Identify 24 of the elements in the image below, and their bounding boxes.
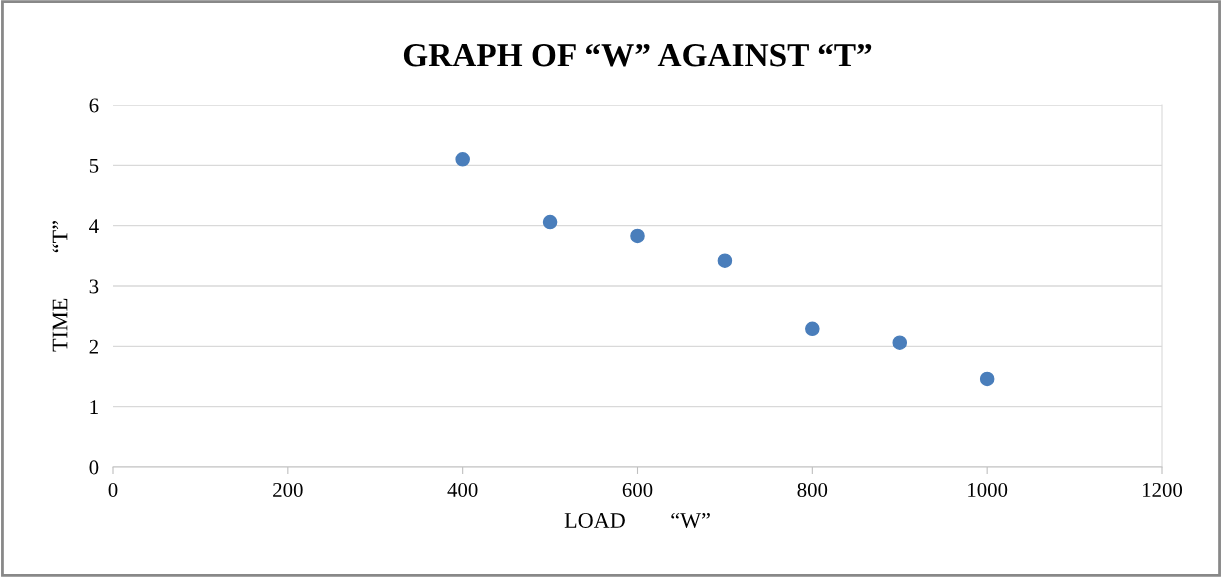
point — [455, 152, 470, 167]
point — [630, 228, 645, 244]
x-tick-label: 800 — [797, 482, 828, 497]
x-tick-label: 1200 — [1143, 482, 1183, 497]
y-tick-label: 2 — [89, 339, 98, 354]
y-axis-title: TIME “T” — [52, 221, 68, 352]
point — [892, 335, 908, 350]
x-tick-label: 200 — [273, 482, 303, 497]
point — [542, 214, 558, 230]
y-tick-label: 6 — [89, 98, 99, 113]
chart-title: GRAPH OF “W” AGAINST “T” — [403, 43, 872, 67]
point — [979, 371, 995, 387]
x-tick-label: 600 — [622, 482, 653, 497]
y-tick-label: 5 — [89, 158, 99, 173]
point — [717, 253, 733, 268]
x-tick-label: 400 — [447, 482, 478, 497]
y-tick-label: 3 — [89, 279, 99, 294]
y-tick-label: 0 — [89, 460, 99, 475]
y-tick-label: 4 — [89, 219, 99, 233]
point — [805, 321, 820, 337]
x-tick-label: 0 — [108, 482, 118, 497]
y-tick-label: 1 — [90, 400, 98, 414]
x-axis-title: LOAD “W” — [564, 512, 710, 529]
x-tick-label: 1000 — [968, 482, 1008, 497]
